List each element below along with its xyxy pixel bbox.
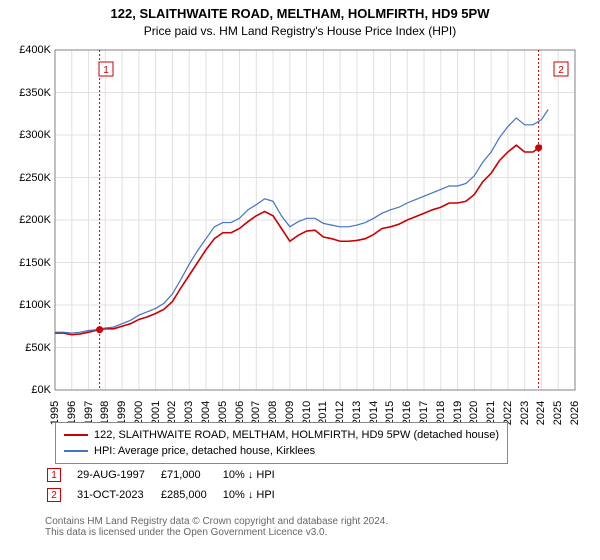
- annotation-price: £71,000: [161, 466, 221, 484]
- legend-swatch: [64, 450, 88, 452]
- legend-label: 122, SLAITHWAITE ROAD, MELTHAM, HOLMFIRT…: [94, 427, 499, 443]
- y-tick-label: £200K: [1, 214, 51, 226]
- legend-label: HPI: Average price, detached house, Kirk…: [94, 443, 315, 459]
- annotation-pct: 10% ↓ HPI: [223, 466, 289, 484]
- x-tick-label: 2023: [519, 398, 531, 428]
- x-tick-label: 2025: [552, 398, 564, 428]
- annotation-row: 1 29-AUG-1997 £71,000 10% ↓ HPI: [47, 466, 289, 484]
- x-tick-label: 2024: [535, 398, 547, 428]
- legend-item: HPI: Average price, detached house, Kirk…: [64, 443, 499, 459]
- y-tick-label: £100K: [1, 299, 51, 311]
- annotation-date: 29-AUG-1997: [77, 466, 159, 484]
- annotation-date: 31-OCT-2023: [77, 486, 159, 504]
- y-tick-label: £350K: [1, 87, 51, 99]
- annotation-price: £285,000: [161, 486, 221, 504]
- y-tick-label: £150K: [1, 257, 51, 269]
- svg-text:1: 1: [103, 65, 109, 76]
- svg-text:2: 2: [558, 65, 564, 76]
- y-tick-label: £300K: [1, 129, 51, 141]
- annotation-table: 1 29-AUG-1997 £71,000 10% ↓ HPI 2 31-OCT…: [45, 464, 291, 506]
- annotation-row: 2 31-OCT-2023 £285,000 10% ↓ HPI: [47, 486, 289, 504]
- annotation-marker: 1: [47, 468, 61, 482]
- y-tick-label: £50K: [1, 342, 51, 354]
- legend-swatch: [64, 434, 88, 436]
- annotation-marker: 2: [47, 488, 61, 502]
- attribution: Contains HM Land Registry data © Crown c…: [45, 516, 585, 538]
- y-tick-label: £0K: [1, 384, 51, 396]
- legend: 122, SLAITHWAITE ROAD, MELTHAM, HOLMFIRT…: [55, 422, 508, 464]
- y-tick-label: £400K: [1, 44, 51, 56]
- chart-container: 122, SLAITHWAITE ROAD, MELTHAM, HOLMFIRT…: [0, 0, 600, 560]
- legend-item: 122, SLAITHWAITE ROAD, MELTHAM, HOLMFIRT…: [64, 427, 499, 443]
- x-tick-label: 2026: [569, 398, 581, 428]
- annotation-pct: 10% ↓ HPI: [223, 486, 289, 504]
- attribution-line: Contains HM Land Registry data © Crown c…: [45, 516, 585, 527]
- y-tick-label: £250K: [1, 172, 51, 184]
- attribution-line: This data is licensed under the Open Gov…: [45, 527, 585, 538]
